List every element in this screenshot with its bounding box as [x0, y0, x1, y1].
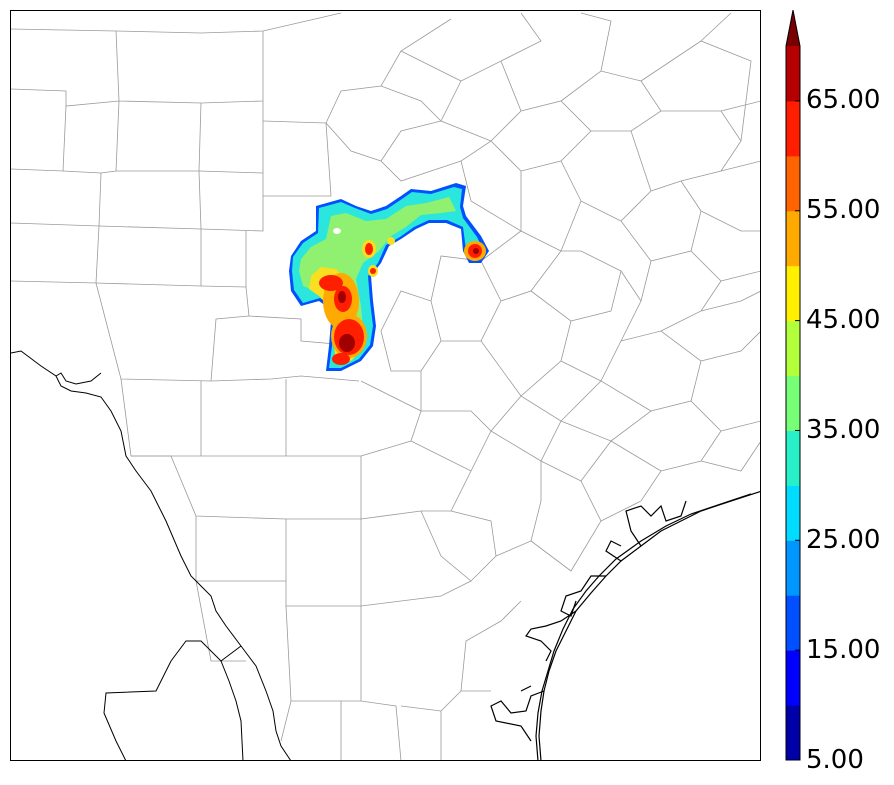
colorbar-label: 25.00 [806, 525, 881, 555]
colorbar-label: 5.00 [806, 745, 864, 775]
colorbar [785, 10, 801, 761]
colorbar-segment [786, 320, 800, 377]
colorbar-segment [786, 375, 800, 431]
colorbar-segment [786, 485, 800, 541]
colorbar-segment [786, 100, 800, 157]
colorbar-segment [786, 650, 800, 706]
colorbar-segment [786, 46, 800, 102]
echo-yellow-cell [387, 237, 395, 245]
echo-darkred-cell [338, 291, 346, 303]
river-border [11, 350, 291, 760]
colorbar-segment [786, 595, 800, 651]
echo-red-cell [332, 353, 350, 365]
echo-hole [333, 228, 341, 234]
colorbar-extend-arrow [786, 10, 800, 46]
colorbar-segment [786, 210, 800, 267]
echo-red-cell [370, 268, 376, 274]
colorbar-segment [786, 265, 800, 322]
echo-red-cell [365, 243, 373, 255]
colorbar-label: 55.00 [806, 195, 881, 225]
colorbar-label: 35.00 [806, 415, 881, 445]
radar-map[interactable] [10, 10, 761, 761]
colorbar-segment [786, 540, 800, 596]
colorbar-segment [786, 705, 800, 761]
county-boundaries [11, 12, 760, 760]
echo-darkred-cell [339, 334, 355, 352]
coastline [490, 491, 760, 760]
echo-red-cell [319, 275, 343, 291]
colorbar-segment [786, 430, 800, 486]
colorbar-label: 45.00 [806, 305, 881, 335]
colorbar-segment [786, 155, 800, 212]
radar-echo [289, 183, 489, 371]
colorbar-label: 15.00 [806, 635, 881, 665]
colorbar-label: 65.00 [806, 85, 881, 115]
map-canvas [11, 12, 760, 760]
echo-green-region [299, 197, 456, 361]
echo-darkred-cell [473, 248, 479, 254]
